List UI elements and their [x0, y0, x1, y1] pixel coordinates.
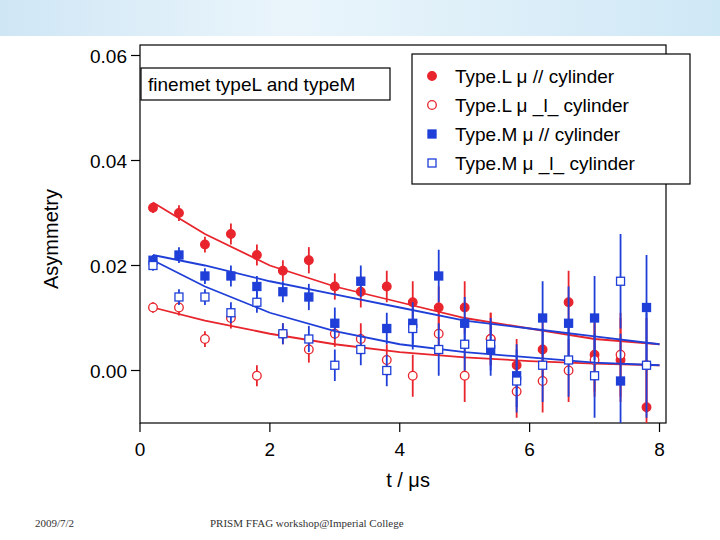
data-point — [460, 371, 469, 380]
x-axis-label: t / μs — [386, 469, 430, 491]
data-point — [253, 251, 262, 260]
data-point — [331, 282, 340, 291]
legend-box — [412, 54, 690, 184]
data-point — [487, 340, 495, 348]
data-point — [305, 293, 313, 301]
data-point — [175, 209, 184, 218]
data-point — [305, 335, 313, 343]
x-tick-label: 6 — [524, 439, 535, 460]
data-point — [149, 262, 157, 270]
title: finemet typeL and typeM — [148, 74, 355, 95]
legend-marker — [428, 159, 436, 167]
data-point — [643, 361, 651, 369]
title-box — [141, 68, 390, 100]
data-point — [253, 283, 261, 291]
x-tick-label: 2 — [265, 439, 276, 460]
data-point — [149, 303, 158, 312]
data-point — [175, 251, 183, 259]
y-tick-label: 0.04 — [90, 151, 127, 172]
data-point — [357, 346, 365, 354]
data-point — [461, 340, 469, 348]
x-tick — [269, 423, 270, 432]
data-point — [643, 304, 651, 312]
data-point — [201, 293, 209, 301]
y-tick-label: 0.00 — [90, 361, 127, 382]
x-tick — [529, 423, 530, 432]
data-point — [201, 240, 210, 249]
data-point — [227, 272, 235, 280]
x-tick — [399, 423, 400, 432]
y-tick-label: 0.06 — [90, 46, 127, 67]
banner — [0, 0, 720, 36]
fit-line — [153, 255, 660, 344]
data-point — [513, 377, 521, 385]
x-tick — [139, 423, 140, 432]
data-point — [305, 256, 314, 265]
data-point — [383, 325, 391, 333]
data-point — [435, 346, 443, 354]
plot-data — [149, 203, 660, 424]
data-point — [357, 277, 365, 285]
data-point — [591, 372, 599, 380]
data-point — [253, 298, 261, 306]
data-point — [539, 314, 547, 322]
fit-line — [153, 260, 660, 365]
data-point — [435, 272, 443, 280]
y-tick — [131, 160, 140, 161]
data-point — [408, 371, 417, 380]
fit-line — [153, 308, 660, 366]
legend-marker — [428, 101, 437, 110]
data-point — [279, 330, 287, 338]
data-point — [383, 367, 391, 375]
legend-label: Type.L μ // cylinder — [455, 66, 615, 87]
y-axis-label: Asymmetry — [40, 189, 62, 289]
y-tick-label: 0.02 — [90, 256, 127, 277]
legend-marker — [428, 130, 436, 138]
legend-label: Type.L μ _l_ cylinder — [455, 95, 630, 117]
x-tick — [659, 423, 660, 432]
data-point — [591, 314, 599, 322]
footer-text: PRISM FFAG workshop@Imperial College — [210, 517, 404, 529]
plot-frame — [140, 45, 666, 423]
data-point — [227, 309, 235, 317]
data-point — [279, 329, 288, 338]
data-point — [382, 282, 391, 291]
data-point — [227, 230, 236, 239]
x-tick-label: 8 — [654, 439, 665, 460]
data-point — [409, 325, 417, 333]
y-tick — [131, 265, 140, 266]
data-point — [279, 266, 288, 275]
data-point — [617, 277, 625, 285]
x-tick-label: 0 — [135, 439, 146, 460]
footer-date: 2009/7/2 — [35, 517, 74, 529]
data-point — [539, 361, 547, 369]
data-point — [253, 371, 262, 380]
data-point — [175, 293, 183, 301]
data-point — [617, 377, 625, 385]
data-point — [642, 361, 651, 370]
data-point — [279, 288, 287, 296]
x-tick-label: 4 — [394, 439, 405, 460]
fit-line — [153, 203, 660, 345]
data-point — [201, 335, 210, 344]
legend-marker — [428, 72, 437, 81]
data-point — [149, 203, 158, 212]
data-point — [331, 361, 339, 369]
data-point — [331, 319, 339, 327]
legend-label: Type.M μ _l_ cylinder — [455, 153, 636, 175]
y-tick — [131, 55, 140, 56]
legend-label: Type.M μ // cylinder — [455, 124, 621, 145]
y-tick — [131, 370, 140, 371]
data-point — [434, 303, 443, 312]
data-point — [565, 356, 573, 364]
data-point — [201, 272, 209, 280]
